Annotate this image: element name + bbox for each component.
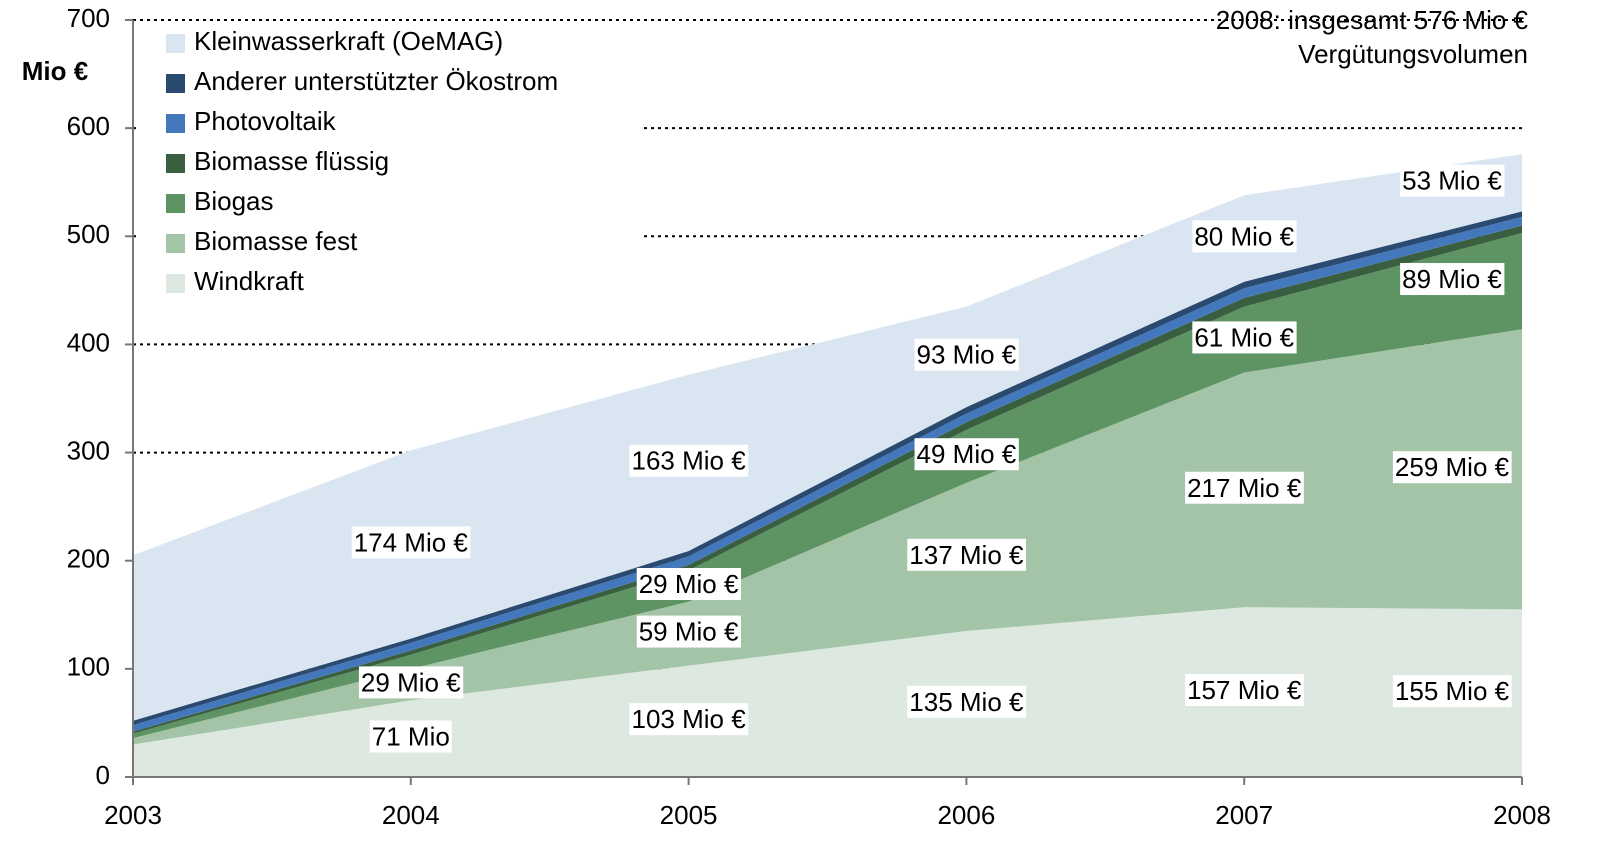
data-label: 29 Mio €	[361, 667, 461, 697]
data-label-bg	[907, 538, 1027, 571]
data-label: 80 Mio €	[1194, 221, 1294, 251]
x-tick-label: 2005	[660, 800, 718, 830]
x-tick-label: 2004	[382, 800, 440, 830]
annotation-text: Vergütungsvolumen	[1298, 39, 1528, 69]
data-label-bg	[358, 666, 464, 699]
data-label-bg	[636, 615, 741, 648]
data-label: 135 Mio €	[909, 687, 1024, 717]
legend-swatch	[166, 114, 185, 133]
legend-label: Biomasse flüssig	[194, 146, 389, 176]
legend-label: Anderer unterstützter Ökostrom	[194, 66, 558, 96]
x-tick-label: 2007	[1215, 800, 1273, 830]
data-label-bg	[1185, 673, 1304, 706]
data-label: 71 Mio	[372, 721, 450, 751]
legend-label: Biomasse fest	[194, 226, 358, 256]
area	[133, 329, 1522, 745]
data-label: 93 Mio €	[917, 340, 1017, 370]
data-label-bg	[1400, 164, 1505, 197]
data-label: 157 Mio €	[1187, 675, 1302, 705]
y-tick-label: 400	[67, 327, 110, 357]
area	[133, 154, 1522, 721]
y-tick-label: 0	[96, 760, 110, 790]
x-tick-label: 2008	[1493, 800, 1551, 830]
data-label: 59 Mio €	[639, 617, 739, 647]
data-label: 53 Mio €	[1402, 166, 1502, 196]
data-label-bg	[636, 568, 741, 601]
data-label: 259 Mio €	[1395, 452, 1510, 482]
data-label: 163 Mio €	[632, 446, 747, 476]
data-label: 174 Mio €	[354, 527, 469, 557]
annotation-text: 2008: insgesamt 576 Mio €	[1216, 5, 1529, 35]
data-label: 217 Mio €	[1187, 473, 1302, 503]
legend-swatch	[166, 194, 185, 213]
legend-swatch	[166, 274, 185, 293]
data-label-bg	[1192, 321, 1297, 354]
data-label-bg	[1192, 220, 1297, 253]
data-label: 103 Mio €	[632, 704, 747, 734]
legend-swatch	[166, 154, 185, 173]
data-label-bg	[914, 338, 1019, 371]
data-label: 155 Mio €	[1395, 676, 1510, 706]
data-label-bg	[1185, 471, 1304, 504]
data-label-bg	[1392, 675, 1512, 708]
legend-swatch	[166, 34, 185, 53]
data-label: 49 Mio €	[917, 439, 1017, 469]
data-label-bg	[914, 438, 1019, 471]
legend-label: Photovoltaik	[194, 106, 337, 136]
legend-label: Windkraft	[194, 266, 305, 296]
area	[133, 607, 1522, 777]
legend-bg	[140, 24, 640, 304]
data-label-bg	[369, 720, 452, 753]
areas	[133, 154, 1522, 777]
legend-label: Biogas	[194, 186, 274, 216]
annotation-bg	[1209, 0, 1531, 14]
y-tick-label: 200	[67, 544, 110, 574]
y-tick-label: 700	[67, 3, 110, 33]
data-label: 89 Mio €	[1402, 264, 1502, 294]
annotation: 2008: insgesamt 576 Mio € Vergütungsvolum…	[1209, 0, 1531, 69]
y-tick-label: 600	[67, 111, 110, 141]
data-label-bg	[1400, 263, 1505, 296]
data-label-bg	[1392, 451, 1512, 484]
data-label-bg	[629, 703, 749, 736]
x-tick-label: 2006	[937, 800, 995, 830]
area	[133, 233, 1522, 739]
y-tick-label: 500	[67, 219, 110, 249]
y-tick-label: 100	[67, 652, 110, 682]
data-label-bg	[907, 685, 1027, 718]
legend-swatch	[166, 234, 185, 253]
data-label-bg	[629, 444, 749, 477]
data-label: 137 Mio €	[909, 540, 1024, 570]
x-tick-label: 2003	[104, 800, 162, 830]
data-label: 61 Mio €	[1194, 322, 1294, 352]
data-label: 29 Mio €	[639, 569, 739, 599]
data-label-bg	[351, 526, 471, 559]
y-axis-label: Mio €	[22, 56, 88, 86]
y-tick-label: 300	[67, 435, 110, 465]
legend-label: Kleinwasserkraft (OeMAG)	[194, 26, 503, 56]
data-labels: 71 Mio 103 Mio € 135 Mio € 157 Mio € 155 Mio…	[351, 164, 1512, 753]
legend-swatch	[166, 74, 185, 93]
